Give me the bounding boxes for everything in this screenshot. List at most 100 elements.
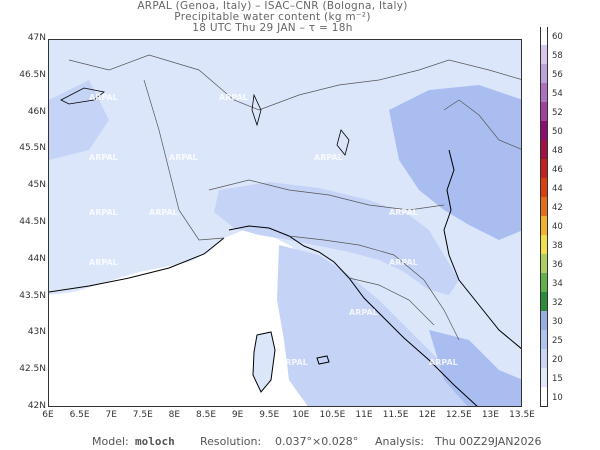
high-region-south	[429, 330, 521, 406]
colorbar-segment	[541, 310, 547, 330]
moist-region-po	[214, 182, 459, 295]
lat-label: 42.5N	[19, 364, 46, 375]
colorbar-segment	[541, 234, 547, 254]
borders	[68, 54, 521, 341]
lon-label: 7E	[105, 410, 117, 420]
colorbar-segment	[541, 367, 547, 387]
title-line-2: Precipitable water content (kg m⁻²)	[174, 11, 371, 23]
lat-label: 42N	[27, 401, 46, 411]
lat-label: 43.5N	[19, 290, 46, 301]
lon-label: 11E	[355, 410, 373, 420]
colorbar-tick-label: 25	[552, 335, 563, 346]
colorbar-segment	[541, 25, 547, 45]
wm-16: ARPAL	[429, 358, 458, 367]
colorbar-tick-label: 32	[552, 297, 563, 308]
coastlines	[49, 149, 521, 406]
colorbar-tick-label: 44	[552, 183, 563, 194]
colorbar-tick-label: 36	[552, 259, 563, 270]
colorbar-tick-label: 58	[552, 50, 563, 61]
colorbar-tick-label: 48	[552, 145, 563, 156]
border-alps	[68, 54, 521, 111]
lake-geneva	[60, 87, 105, 105]
colorbar-segment	[541, 329, 547, 349]
resolution-value: 0.037°×0.028°	[275, 435, 359, 448]
lat-label: 46N	[27, 106, 46, 117]
lat-label: 44N	[27, 253, 46, 264]
lat-label: 47N	[27, 33, 46, 43]
lon-label: 13E	[481, 410, 499, 420]
colorbar-segment	[541, 101, 547, 121]
map-panel: ARPAL ARPAL ARPAL ARPAL ARPAL ARPAL ARPA…	[48, 39, 522, 407]
colorbar-segment	[541, 291, 547, 311]
colorbar-segment	[541, 158, 547, 178]
lon-label: 10.5E	[319, 410, 346, 420]
model-label: Model:	[92, 435, 129, 448]
colorbar-tick-label: 52	[552, 107, 563, 118]
colorbar-tick-label: 56	[552, 69, 563, 80]
wm-13: ARPAL	[349, 308, 378, 317]
colorbar-tick-label: 54	[552, 88, 563, 99]
colorbar-tick-label: 46	[552, 164, 563, 175]
lake-maggiore	[251, 93, 262, 127]
lon-label: 12E	[418, 410, 436, 420]
colorbar-segment	[541, 196, 547, 216]
colorbar-tick-label: 40	[552, 221, 563, 232]
lon-label: 8.5E	[196, 410, 216, 420]
lon-label: 6E	[42, 410, 54, 420]
colorbar-tick-label: 42	[552, 202, 563, 213]
lon-label: 11.5E	[382, 410, 409, 420]
lat-label: 43N	[27, 327, 46, 338]
lon-label: 6.5E	[69, 410, 90, 420]
lon-label: 8E	[168, 410, 181, 420]
lakes	[60, 87, 350, 156]
colorbar-segment	[541, 44, 547, 64]
colorbar-segment	[541, 348, 547, 368]
map-svg: ARPAL ARPAL ARPAL ARPAL ARPAL ARPAL ARPA…	[49, 40, 521, 406]
colorbar-segment	[541, 82, 547, 102]
lon-label: 9E	[231, 410, 244, 420]
colorbar-tick-label: 38	[552, 240, 563, 251]
colorbar-segment	[541, 139, 547, 159]
wm-3: ARPAL	[89, 153, 118, 162]
corsica-coast	[252, 331, 276, 393]
wm-7: ARPAL	[149, 208, 178, 217]
wm-12: ARPAL	[149, 308, 178, 317]
colorbar-tick-label: 20	[552, 354, 563, 365]
wm-8: ARPAL	[389, 208, 418, 217]
lat-label: 45N	[27, 180, 46, 191]
wm-15: ARPAL	[279, 358, 308, 367]
wm-4: ARPAL	[169, 153, 198, 162]
colorbar-segment	[541, 253, 547, 273]
border-west	[143, 79, 225, 241]
wm-5: ARPAL	[314, 153, 343, 162]
colorbar-tick-label: 50	[552, 126, 563, 137]
colorbar-segment	[541, 120, 547, 140]
title-line-1: ARPAL (Genoa, Italy) – ISAC–CNR (Bologna…	[137, 0, 408, 12]
colorbar-tick-label: 10	[552, 392, 563, 403]
wm-6: ARPAL	[89, 208, 118, 217]
french-coast	[49, 237, 225, 293]
colorbar-segment	[541, 215, 547, 235]
watermarks: ARPAL ARPAL ARPAL ARPAL ARPAL ARPAL ARPA…	[89, 93, 458, 367]
lat-label: 46.5N	[19, 69, 46, 80]
wm-2: ARPAL	[219, 93, 248, 102]
high-region-adriatic	[389, 85, 521, 240]
lake-garda	[336, 129, 350, 156]
elba-island	[316, 355, 330, 365]
lon-label: 12.5E	[445, 410, 472, 420]
lon-label: 7.5E	[132, 410, 153, 420]
analysis-label: Analysis:	[375, 435, 425, 448]
colorbar-tick-label: 15	[552, 373, 563, 384]
lon-label: 13.5E	[509, 410, 535, 420]
wm-9: ARPAL	[89, 258, 118, 267]
resolution-label: Resolution:	[200, 435, 262, 448]
border-central	[348, 277, 435, 326]
corsica-land	[253, 332, 275, 392]
ligurian-coast	[228, 225, 478, 406]
wm-1: ARPAL	[89, 93, 118, 102]
title-line-3: 18 UTC Thu 29 JAN – τ = 18h	[192, 22, 353, 34]
analysis-value: Thu 00Z29JAN2026	[435, 435, 542, 448]
lon-label: 9.5E	[259, 410, 280, 420]
border-regions	[208, 179, 445, 211]
colorbar-segment	[541, 177, 547, 197]
